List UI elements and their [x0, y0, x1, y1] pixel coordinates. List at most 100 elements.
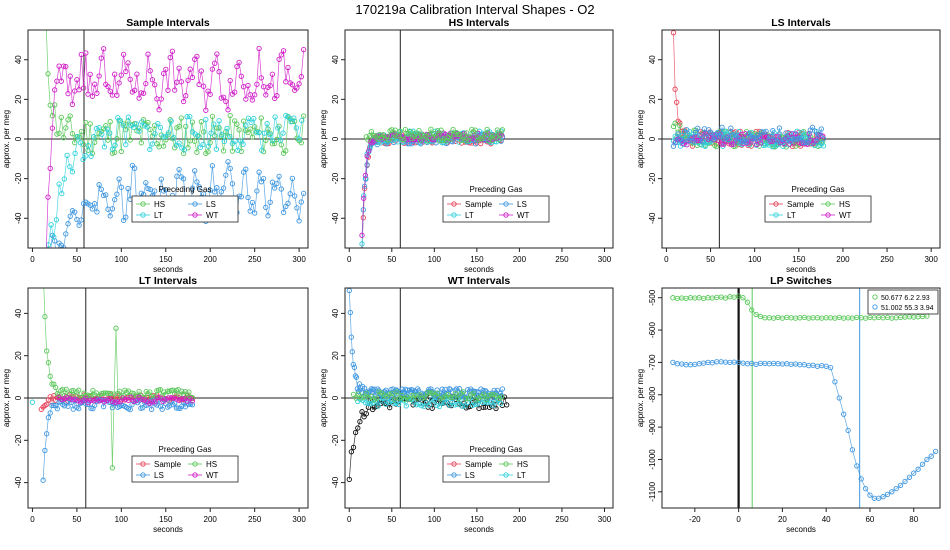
data-point [159, 406, 165, 412]
data-point [359, 241, 365, 247]
data-point [94, 209, 100, 215]
panel-lp: LP Switches -20 0 20 40 60 80 seconds -500 -600 -7… [636, 275, 941, 534]
data-point [180, 150, 187, 157]
data-point [144, 124, 150, 130]
data-point [41, 266, 45, 270]
data-point [165, 87, 171, 93]
data-point [209, 163, 216, 169]
data-point [60, 63, 67, 69]
data-point [277, 137, 284, 143]
data-point [218, 95, 224, 101]
data-point [49, 381, 55, 387]
data-point [69, 101, 76, 108]
data-point [409, 392, 415, 399]
y-tick-label: 20 [648, 94, 657, 103]
data-point [47, 410, 53, 416]
y-tick-label: 0 [14, 136, 23, 141]
legend-entry: LT [499, 471, 526, 480]
data-point [90, 387, 96, 394]
data-point [252, 210, 258, 216]
data-point [223, 172, 229, 178]
data-point [78, 51, 84, 58]
data-point [89, 93, 96, 99]
data-point [805, 139, 811, 145]
y-tick-label: -20 [331, 172, 340, 184]
data-point [414, 395, 420, 401]
data-point [348, 334, 354, 340]
data-point [238, 148, 244, 155]
x-tick-label: -20 [689, 515, 701, 524]
data-point [714, 130, 721, 136]
data-point [369, 386, 375, 392]
x-tick-label: 200 [513, 515, 527, 524]
data-point [77, 399, 84, 405]
x-tick-label: 0 [736, 515, 741, 524]
data-point [354, 386, 361, 392]
x-axis-label: seconds [464, 265, 494, 274]
legend-marker [773, 201, 779, 207]
data-point [496, 395, 502, 401]
data-point [59, 190, 65, 197]
legend-label: Sample [154, 460, 182, 469]
data-point [123, 68, 129, 75]
data-point [416, 401, 422, 407]
data-point [422, 394, 428, 400]
legend-marker [140, 461, 146, 467]
x-tick-label: 300 [598, 515, 612, 524]
data-point [42, 313, 48, 320]
x-tick-label: 150 [159, 255, 173, 264]
data-point [69, 397, 76, 403]
data-point [104, 126, 110, 132]
data-point [776, 125, 783, 131]
data-point [102, 390, 108, 396]
data-point [194, 53, 200, 60]
data-point [249, 97, 256, 103]
legend-box [131, 455, 239, 483]
legend-label: LT [154, 211, 163, 220]
data-point [269, 141, 276, 147]
data-point [112, 71, 118, 77]
data-point [98, 55, 104, 61]
data-point [107, 88, 113, 94]
legend-label: WT [206, 471, 219, 480]
data-point [673, 139, 679, 145]
data-point [47, 373, 53, 379]
data-point [245, 194, 251, 201]
legend-entry: Sample [769, 200, 815, 209]
data-point [494, 127, 500, 133]
x-tick-label: 0 [347, 515, 352, 524]
y-tick-label: 40 [331, 308, 340, 317]
data-point [157, 395, 164, 401]
legend-marker [192, 201, 198, 207]
data-point [176, 65, 182, 71]
data-point [679, 138, 685, 145]
data-point [488, 392, 494, 398]
data-point [158, 96, 164, 102]
data-point [455, 396, 461, 402]
data-point [394, 389, 400, 395]
data-point [744, 299, 751, 305]
data-point [87, 202, 93, 208]
legend-entry: LS [136, 471, 164, 480]
data-point [438, 127, 444, 133]
y-tick-label: -500 [648, 289, 657, 306]
data-point [350, 444, 357, 451]
data-point [212, 60, 218, 66]
data-point [389, 390, 395, 397]
x-tick-label: 250 [555, 255, 569, 264]
x-tick-label: 250 [880, 255, 894, 264]
data-point [109, 146, 116, 152]
data-point [849, 447, 856, 453]
data-point [490, 403, 496, 409]
data-point [227, 165, 233, 172]
data-point [116, 388, 123, 394]
data-point [915, 466, 921, 472]
x-tick-label: 250 [248, 255, 262, 264]
data-point [267, 132, 273, 138]
data-point [439, 386, 445, 392]
data-point [748, 129, 754, 136]
data-point [280, 209, 287, 216]
data-point [677, 122, 683, 129]
legend-box [442, 195, 550, 223]
